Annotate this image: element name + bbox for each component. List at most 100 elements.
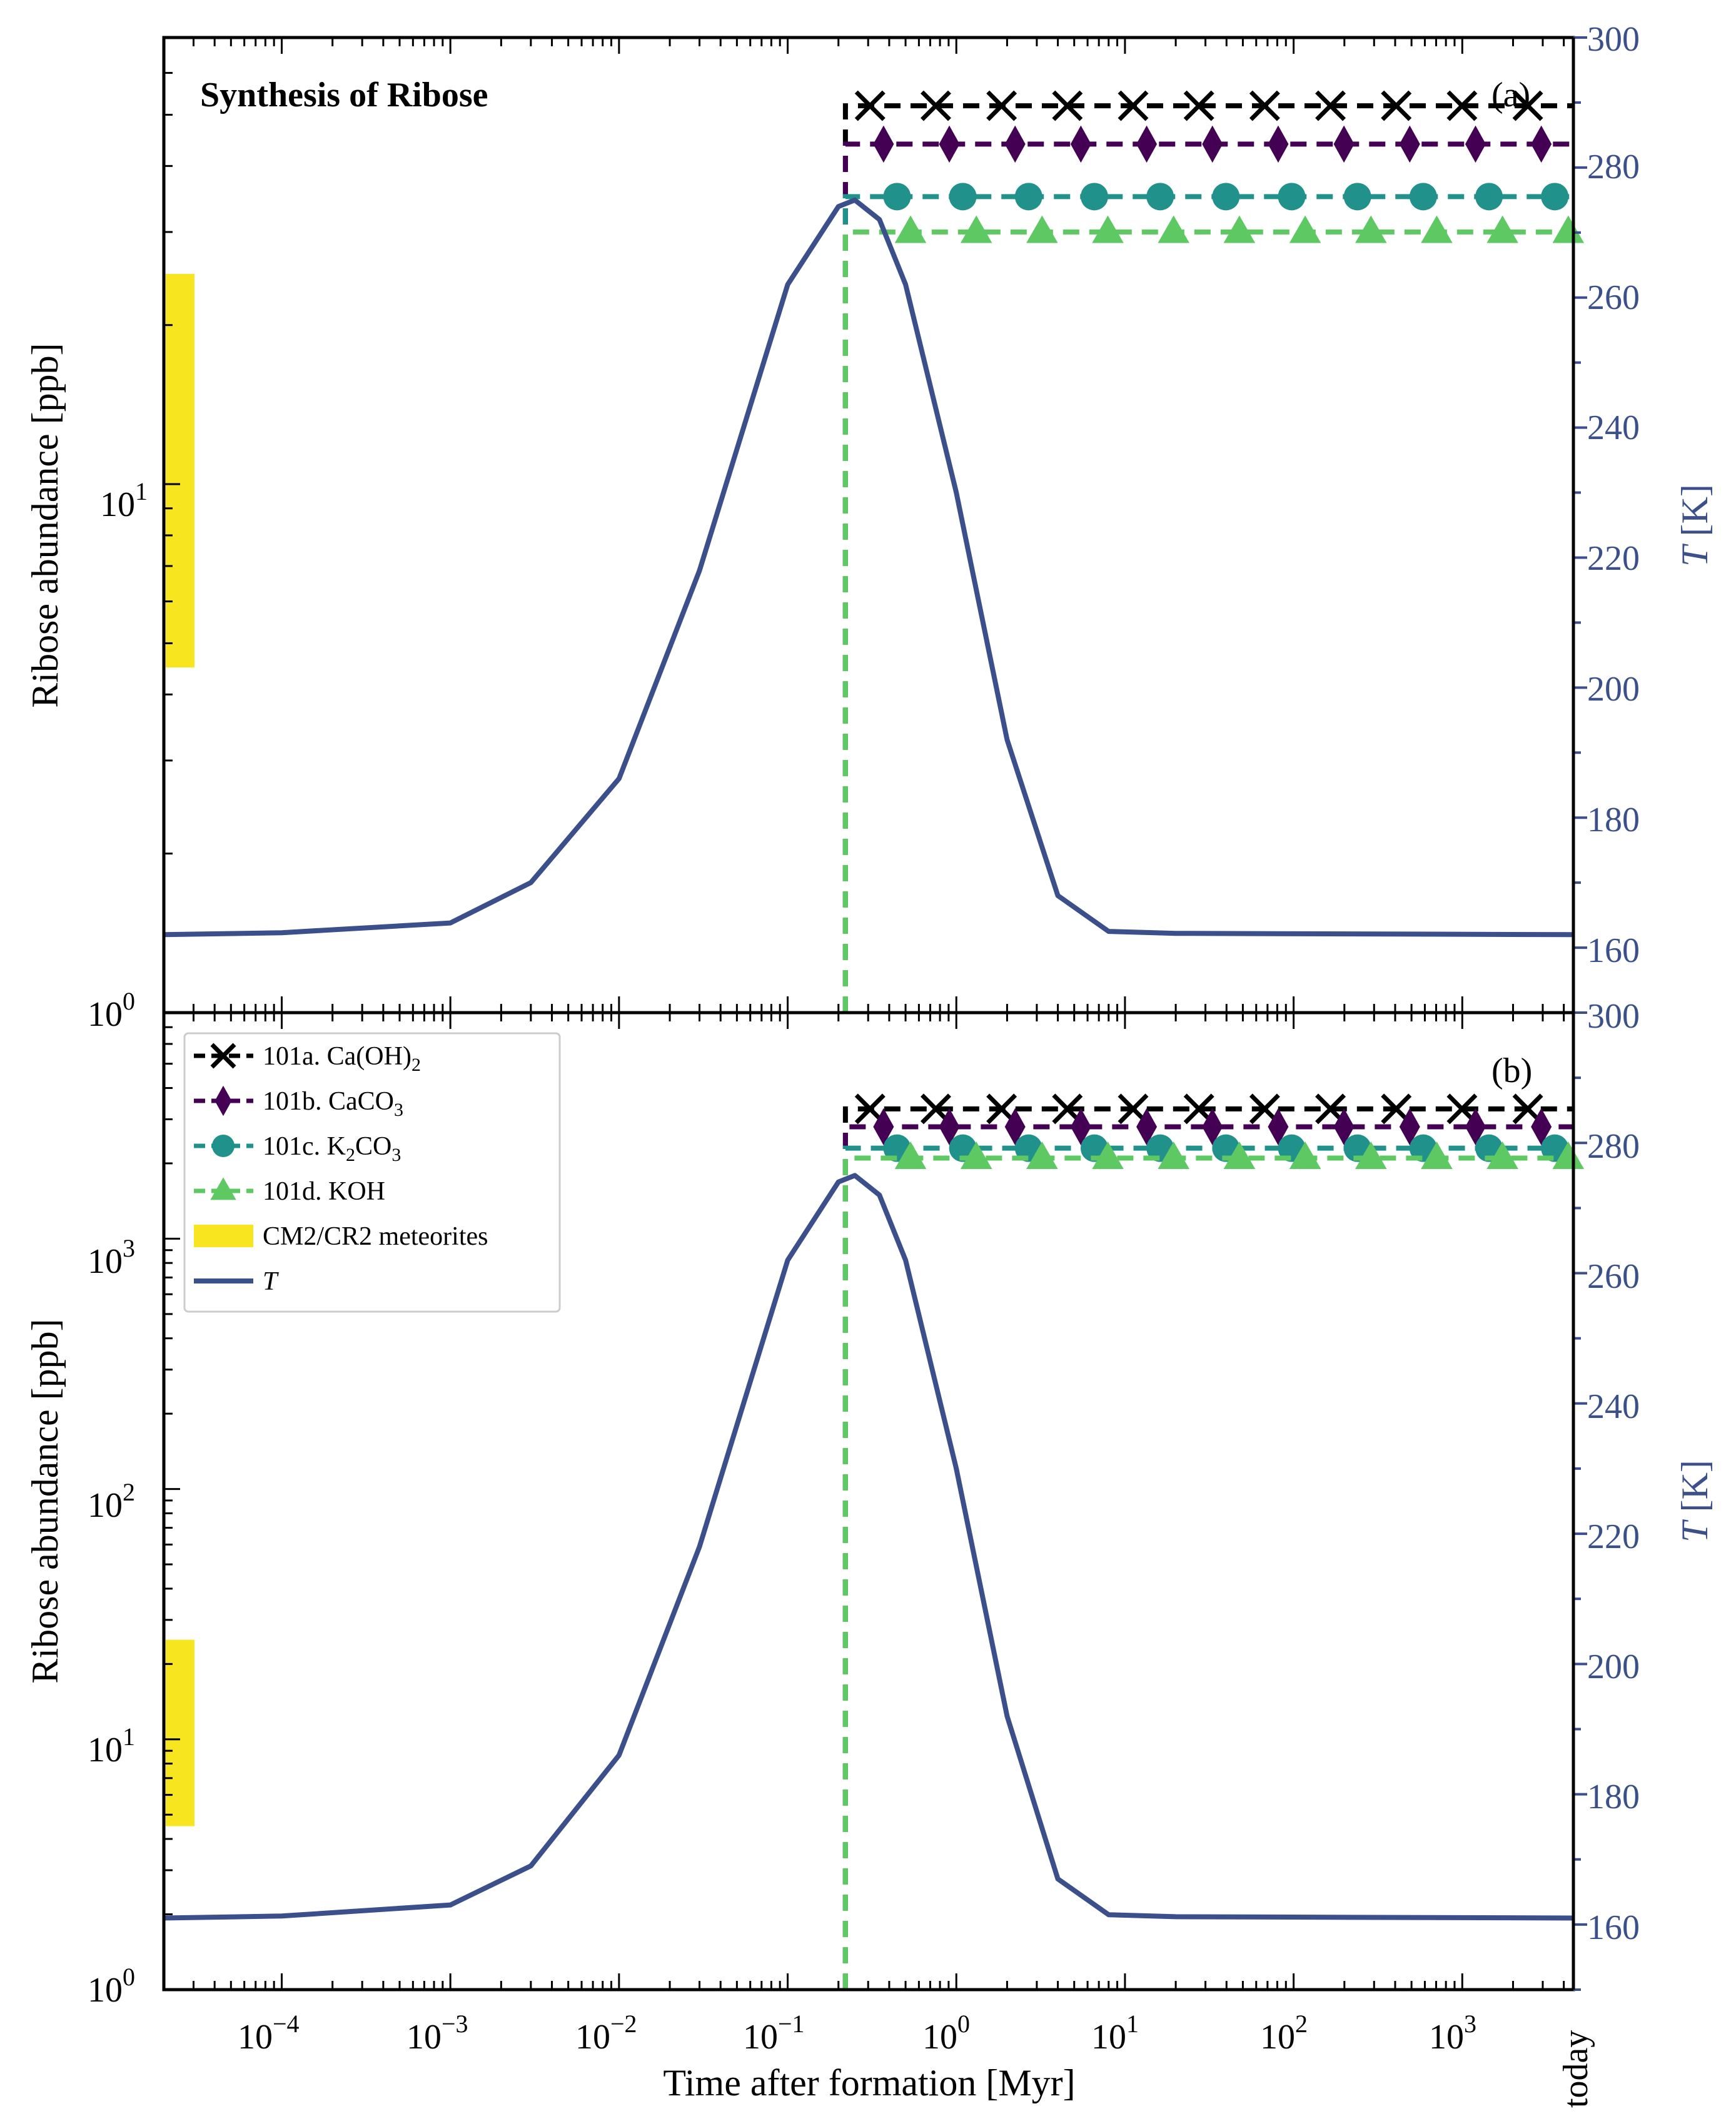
legend-label-101a: 101a. Ca(OH)2 [263,1042,421,1075]
series-marker-101c [1014,183,1042,211]
panel-b-y2label: T [K] [1674,1460,1715,1542]
panel-b-ylabel: Ribose abundance [ppb] [24,1319,66,1683]
legend-marker-a [210,1043,236,1069]
series-marker-101c [1080,183,1108,211]
temperature-curve [163,197,1574,938]
legend-label-101d: 101d. KOH [263,1177,385,1206]
series-marker-101d [1552,1141,1585,1170]
series-marker-101d [1486,1141,1518,1170]
series-marker-101b [1531,1108,1552,1146]
series-101c [842,183,1573,1013]
panel-a-y2tick-200: 200 [1587,670,1640,709]
series-marker-101b [1004,1108,1026,1146]
series-marker-101d [1026,215,1058,243]
series-marker-101b [1202,125,1223,163]
series-101a [842,1093,1573,1990]
series-marker-101b [1202,1108,1223,1146]
series-marker-101d [894,1141,927,1170]
series-line-101b [842,141,1573,1013]
series-marker-101b [939,1108,960,1146]
series-marker-101d [960,215,992,243]
series-line-101d [842,1155,1573,1990]
series-marker-101c [1343,183,1371,211]
series-marker-101b [1333,1108,1355,1146]
panel-b-y2tick-220: 220 [1587,1517,1640,1556]
temperature-curve [163,1173,1574,1921]
panel-b-y2-tick-labels: 160 180 200 220 240 260 280 300 [1587,997,1640,1947]
panel-b: (b) 103 102 101 100 160 180 200 220 240 … [24,997,1715,2010]
xtick-1e-3: 10−3 [406,2010,468,2057]
panel-a-ytick-10-0: 100 [88,987,135,1034]
legend-label-101c: 101c. K2CO3 [263,1132,401,1165]
panel-b-ytick-10-2: 102 [88,1478,135,1525]
series-line-101a [842,1106,1573,1990]
series-line-101d [842,229,1573,1013]
panel-a-y2-tick-labels: 160 180 200 220 240 260 280 300 [1587,20,1640,970]
series-marker-101d [1355,1141,1387,1170]
legend-label-101b: 101b. CaCO3 [263,1087,403,1120]
series-marker-101d [1289,1141,1321,1170]
series-marker-101c [883,183,911,211]
legend: 101a. Ca(OH)2 101b. CaCO3 101c. K2CO3 10… [183,1032,561,1313]
panel-b-y2tick-260: 260 [1587,1257,1640,1296]
series-marker-101a [1052,90,1083,121]
series-101d [842,215,1585,1013]
panel-a-ylabel: Ribose abundance [ppb] [24,343,66,707]
panel-b-ytick-10-1: 101 [88,1723,135,1769]
panel-b-ytick-10-3: 103 [88,1234,135,1281]
x-axis-label: Time after formation [Myr] [663,2062,1075,2103]
panel-a-title: Synthesis of Ribose [200,76,488,114]
series-marker-101d [1158,1141,1190,1170]
panel-a-y2label: T [K] [1674,484,1715,567]
panel-b-y2tick-300: 300 [1587,997,1640,1036]
series-marker-101b [939,125,960,163]
xtick-1e2: 102 [1260,2010,1308,2057]
xtick-1e0: 100 [922,2010,970,2057]
xtick-1e-4: 10−4 [238,2010,300,2057]
series-marker-101a [1446,90,1478,121]
series-marker-101b [1333,125,1355,163]
meteorite-range-bar [166,1639,194,1826]
xtick-today: today [1557,2030,1595,2108]
series-101b [842,1108,1573,1990]
series-line-101c [842,1145,1573,1990]
panel-a-ytick-10-1: 101 [100,477,148,524]
legend-label-meteorites: CM2/CR2 meteorites [263,1222,488,1251]
series-marker-101b [1004,125,1026,163]
series-line-101b [842,1124,1573,1990]
series-marker-101c [949,183,977,211]
series-marker-101b [1399,1108,1420,1146]
panel-b-y2tick-180: 180 [1587,1778,1640,1816]
legend-swatch-meteorites [194,1225,253,1247]
series-marker-101c [1212,183,1240,211]
series-marker-101b [1465,125,1486,163]
series-marker-101d [1355,215,1387,243]
series-marker-101d [960,1141,992,1170]
panel-b-y2tick-200: 200 [1587,1648,1640,1686]
series-101c [842,1134,1573,1990]
series-marker-101b [1465,1108,1486,1146]
panel-b-tag: (b) [1491,1051,1532,1090]
series-marker-101d [1223,1141,1256,1170]
series-marker-101d [1289,215,1321,243]
series-marker-101a [1512,90,1543,121]
series-marker-101b [873,125,894,163]
panel-a-y2tick-300: 300 [1587,20,1640,59]
legend-label-temperature: T [263,1267,279,1296]
legend-marker-d [210,1177,236,1200]
panel-b-y2tick-280: 280 [1587,1127,1640,1166]
series-marker-101d [1026,1141,1058,1170]
panel-a-y2tick-180: 180 [1587,801,1640,839]
panel-b-y2tick-160: 160 [1587,1908,1640,1947]
series-marker-101c [1541,183,1569,211]
series-line-101a [842,103,1573,1013]
series-marker-101d [1158,215,1190,243]
legend-marker-c [212,1135,235,1157]
panel-a-tag: (a) [1491,76,1530,114]
series-marker-101b [873,1108,894,1146]
series-marker-101c [1409,183,1437,211]
panel-a: Synthesis of Ribose (a) 101 100 160 180 … [24,20,1715,1034]
series-101b [842,125,1573,1013]
series-marker-101b [1531,125,1552,163]
series-marker-101b [1136,125,1158,163]
